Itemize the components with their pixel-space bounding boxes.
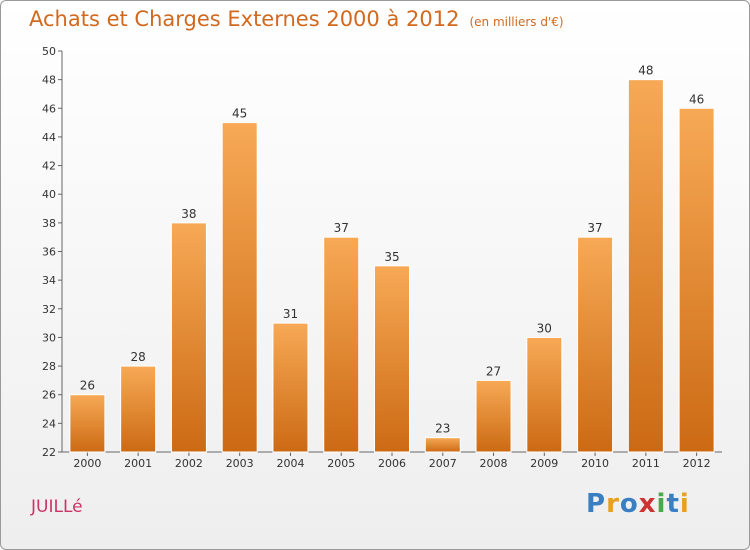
x-tick-label-2006: 2006 xyxy=(378,457,406,470)
y-tick-label: 36 xyxy=(42,246,56,259)
x-tick-label-2012: 2012 xyxy=(683,457,711,470)
x-tick-label-2008: 2008 xyxy=(480,457,508,470)
value-label-2003: 45 xyxy=(232,107,247,121)
value-label-2009: 30 xyxy=(537,321,552,335)
y-tick-label: 48 xyxy=(42,74,56,87)
value-label-2010: 37 xyxy=(587,221,602,235)
x-tick-label-2009: 2009 xyxy=(530,457,558,470)
bar-2007 xyxy=(424,437,461,453)
x-tick-label-2002: 2002 xyxy=(175,457,203,470)
y-tick-label: 42 xyxy=(42,160,56,173)
bar-2003 xyxy=(221,122,258,453)
y-tick-label: 30 xyxy=(42,331,56,344)
x-tick-label-2004: 2004 xyxy=(276,457,304,470)
bar-2006 xyxy=(374,265,410,453)
bar-2005 xyxy=(323,236,360,453)
y-tick-label: 40 xyxy=(42,188,56,201)
value-label-2007: 23 xyxy=(435,422,450,436)
bar-2002 xyxy=(170,222,207,453)
y-tick-label: 34 xyxy=(42,274,56,287)
commune-name: JUILLé xyxy=(31,497,83,517)
bar-2012 xyxy=(678,107,715,453)
y-tick-label: 46 xyxy=(42,102,56,115)
bar-2010 xyxy=(577,236,614,453)
y-tick-label: 44 xyxy=(42,131,56,144)
value-label-2000: 26 xyxy=(80,379,95,393)
bar-2000 xyxy=(69,394,106,453)
value-label-2012: 46 xyxy=(689,92,704,106)
x-tick-label-2000: 2000 xyxy=(73,457,101,470)
chart-subtitle: (en milliers d'€) xyxy=(469,15,564,29)
x-tick-label-2007: 2007 xyxy=(429,457,457,470)
bar-2009 xyxy=(526,336,563,453)
bar-2001 xyxy=(120,365,157,453)
value-label-2008: 27 xyxy=(486,364,501,378)
y-tick-label: 32 xyxy=(42,303,56,316)
bar-2004 xyxy=(272,322,309,453)
y-tick-label: 28 xyxy=(42,360,56,373)
value-label-2004: 31 xyxy=(283,307,298,321)
value-label-2006: 35 xyxy=(384,250,399,264)
value-label-2002: 38 xyxy=(181,207,196,221)
y-tick-label: 22 xyxy=(42,446,56,459)
y-tick-label: 50 xyxy=(42,45,56,58)
bar-2008 xyxy=(475,379,512,453)
chart-title: Achats et Charges Externes 2000 à 2012 (e… xyxy=(29,7,564,31)
x-tick-label-2005: 2005 xyxy=(327,457,355,470)
y-tick-label: 26 xyxy=(42,389,56,402)
y-tick-label: 24 xyxy=(42,417,56,430)
value-label-2005: 37 xyxy=(334,221,349,235)
chart-title-text: Achats et Charges Externes 2000 à 2012 xyxy=(29,7,460,31)
x-tick-label-2010: 2010 xyxy=(581,457,609,470)
bar-2011 xyxy=(627,79,664,453)
proxiti-logo[interactable]: Proxiti xyxy=(586,489,690,519)
y-tick-label: 38 xyxy=(42,217,56,230)
x-tick-label-2003: 2003 xyxy=(226,457,254,470)
value-label-2001: 28 xyxy=(131,350,146,364)
value-label-2011: 48 xyxy=(638,64,653,78)
x-tick-label-2011: 2011 xyxy=(632,457,660,470)
x-tick-label-2001: 2001 xyxy=(124,457,152,470)
